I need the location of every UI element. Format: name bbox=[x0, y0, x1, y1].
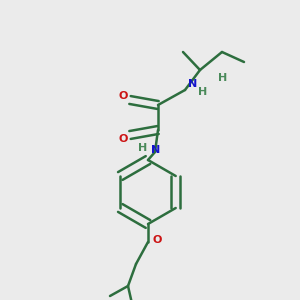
Text: O: O bbox=[118, 91, 128, 101]
Text: H: H bbox=[198, 87, 208, 97]
Text: N: N bbox=[188, 79, 198, 89]
Text: O: O bbox=[118, 134, 128, 144]
Text: H: H bbox=[138, 143, 148, 153]
Text: O: O bbox=[152, 235, 162, 245]
Text: H: H bbox=[218, 73, 228, 83]
Text: N: N bbox=[152, 145, 160, 155]
